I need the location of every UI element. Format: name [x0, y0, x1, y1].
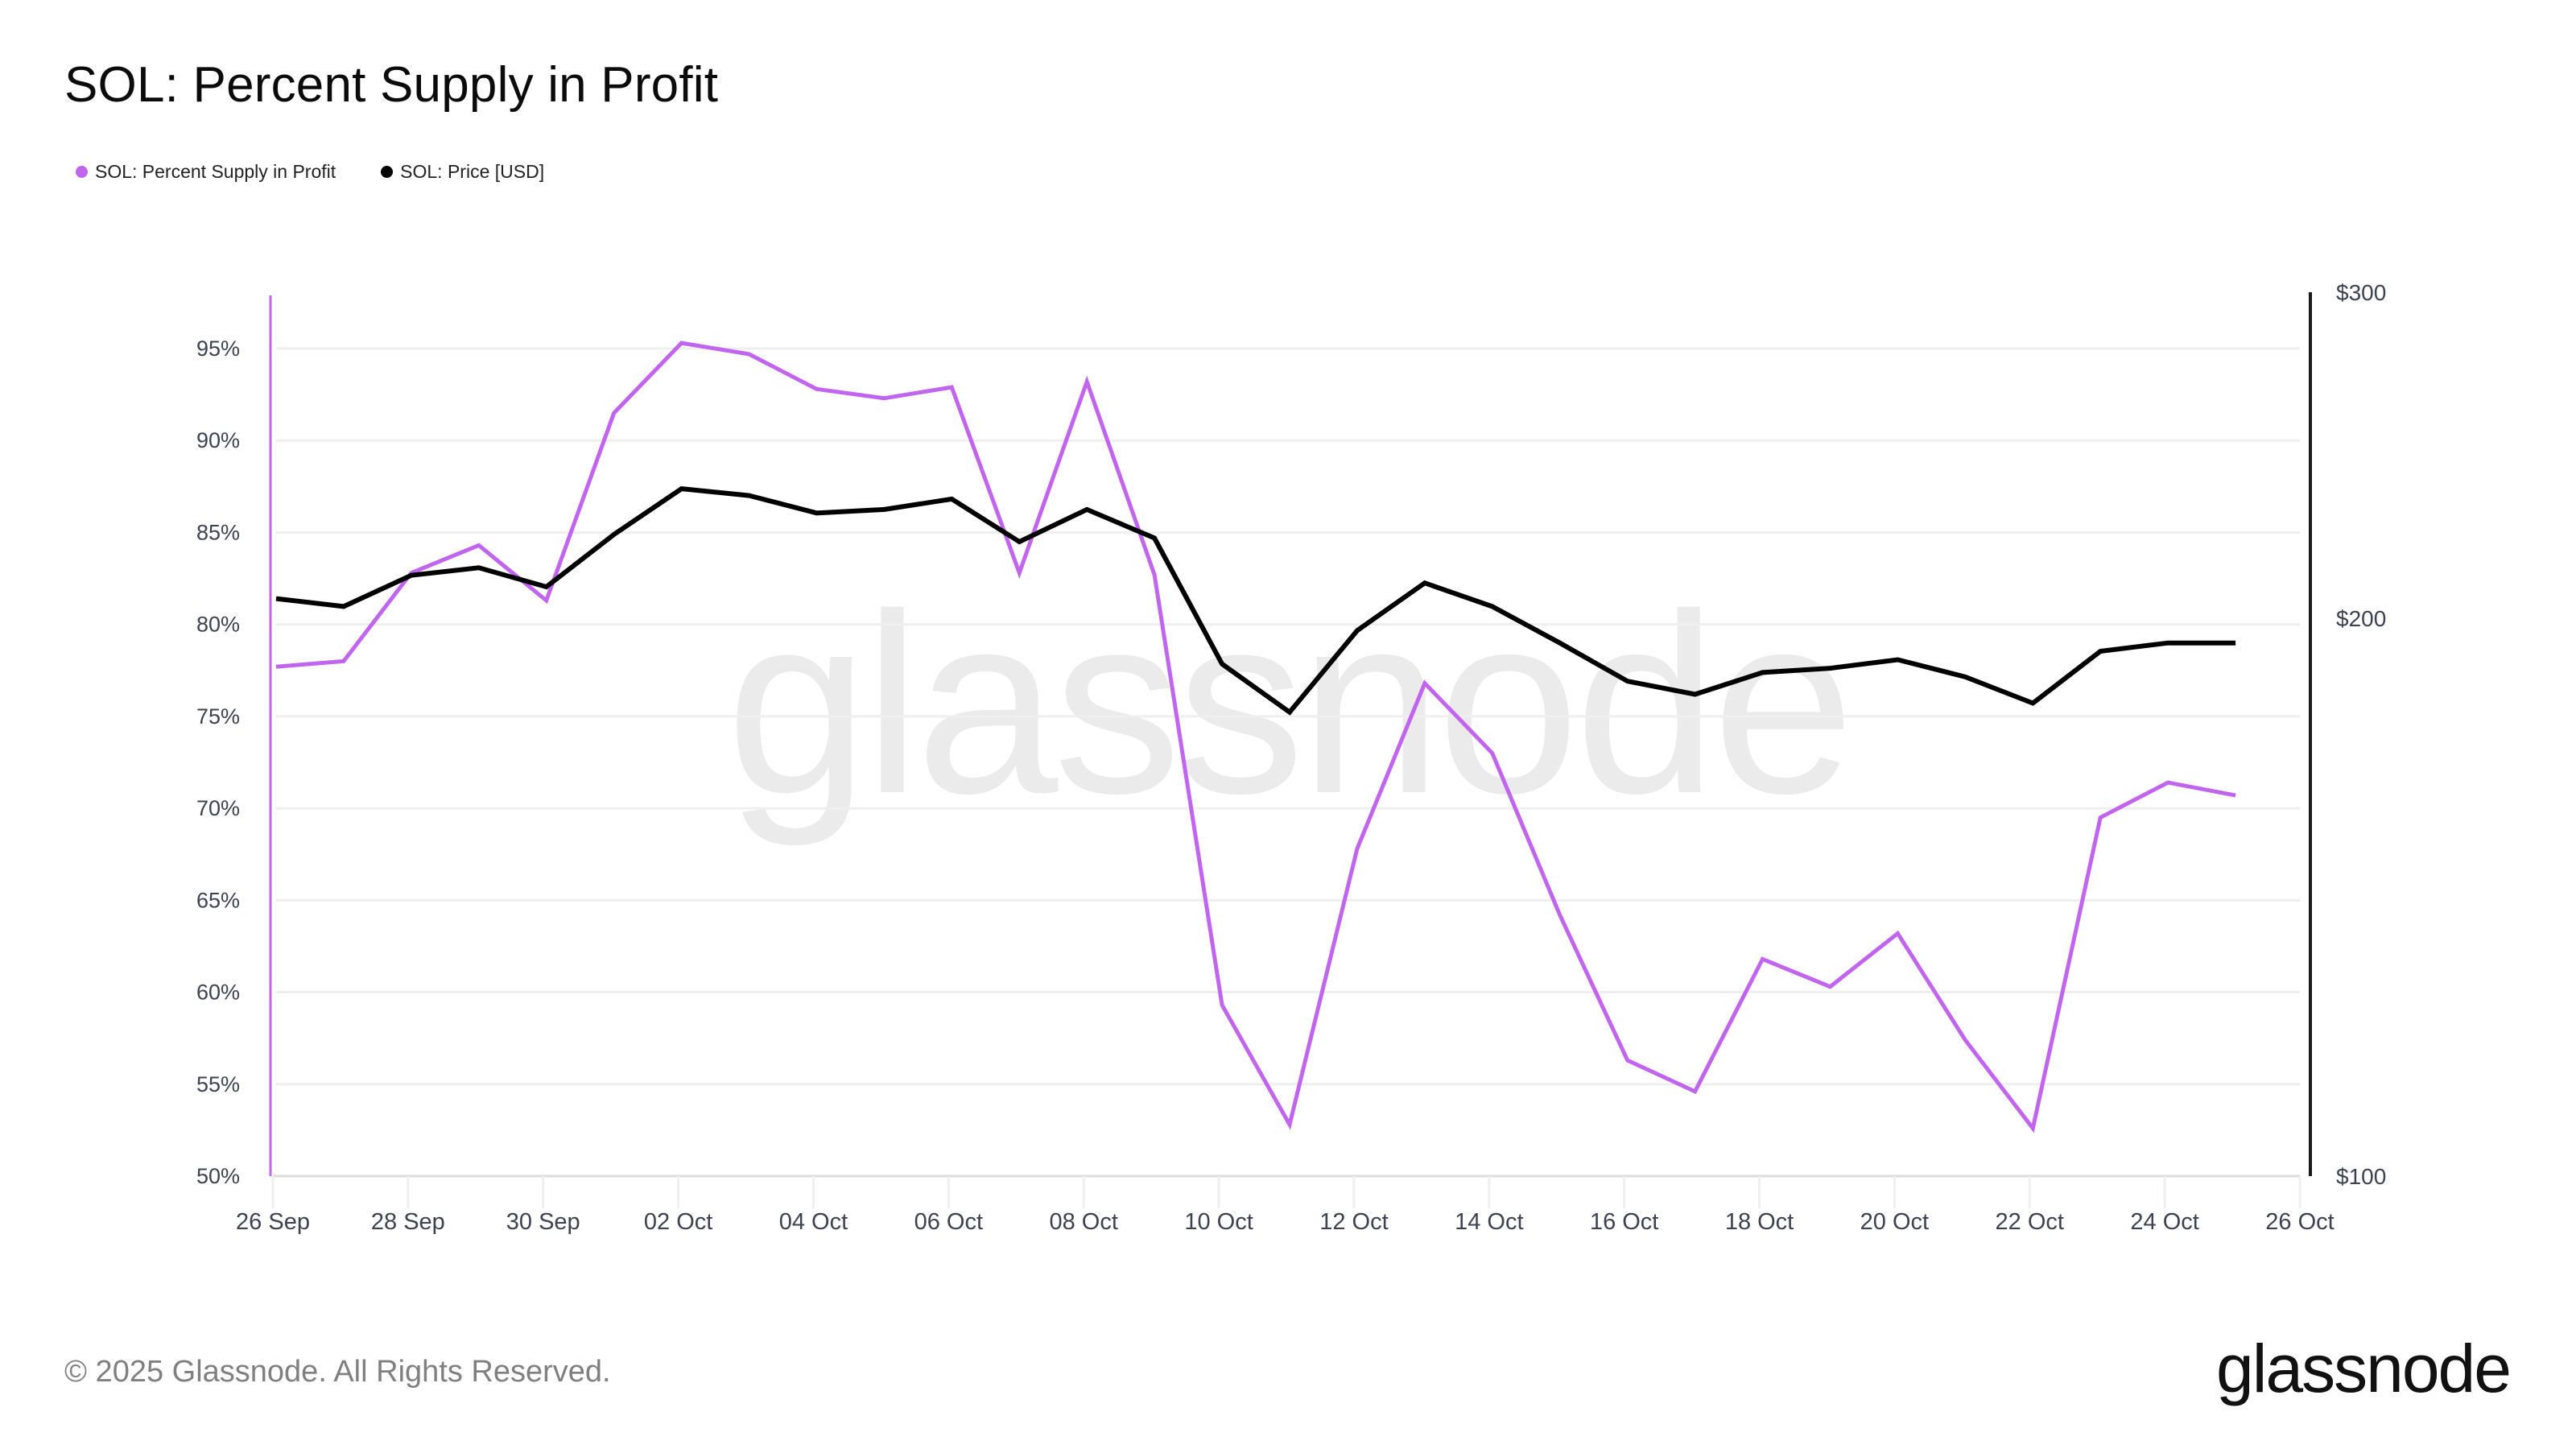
y-right-tick-label: $200: [2336, 606, 2386, 631]
y-right-tick-label: $300: [2336, 280, 2386, 305]
price-line: [275, 486, 2236, 716]
watermark: glassnode: [726, 561, 1850, 848]
y-right-tick-label: $100: [2336, 1164, 2386, 1189]
series-lines: [275, 341, 2236, 1133]
y-left-tick-label: 55%: [196, 1072, 240, 1096]
x-tick-label: 30 Sep: [506, 1209, 580, 1235]
y-left-tick-label: 90%: [196, 428, 240, 452]
legend-item-price[interactable]: SOL: Price [USD]: [381, 161, 544, 183]
y-left-tick-label: 95%: [196, 336, 240, 361]
y-axis-left: 50% 55% 60% 65% 70% 75% 80% 85% 90% 95%: [196, 295, 272, 1188]
legend-dot-icon: [381, 166, 394, 178]
glassnode-logo: glassnode: [2216, 1331, 2512, 1406]
x-tick-label: 26 Oct: [2265, 1209, 2334, 1235]
legend: SOL: Percent Supply in Profit SOL: Price…: [76, 161, 589, 183]
x-axis: 26 Sep 28 Sep 30 Sep 02 Oct 04 Oct 06 Oct 08 O…: [236, 1174, 2334, 1235]
x-tick-label: 28 Sep: [371, 1209, 445, 1235]
legend-dot-icon: [76, 166, 88, 178]
y-left-tick-label: 60%: [196, 980, 240, 1005]
x-tick-label: 02 Oct: [644, 1209, 712, 1235]
x-tick-label: 12 Oct: [1319, 1209, 1388, 1235]
y-left-tick-label: 50%: [196, 1164, 240, 1188]
gridlines: [276, 347, 2300, 1086]
x-tick-label: 18 Oct: [1725, 1209, 1794, 1235]
legend-label: SOL: Percent Supply in Profit: [95, 161, 336, 182]
legend-label: SOL: Price [USD]: [400, 161, 545, 182]
chart-title: SOL: Percent Supply in Profit: [64, 57, 719, 113]
supply-in-profit-line: [275, 341, 2236, 1133]
legend-item-supply-in-profit[interactable]: SOL: Percent Supply in Profit: [76, 161, 336, 183]
y-axis-right: $100 $200 $300: [2309, 280, 2386, 1189]
y-left-tick-label: 75%: [196, 704, 240, 729]
x-tick-label: 10 Oct: [1184, 1209, 1253, 1235]
y-left-tick-label: 65%: [196, 888, 240, 912]
y-left-tick-label: 70%: [196, 796, 240, 820]
x-tick-label: 26 Sep: [236, 1209, 310, 1235]
x-tick-label: 04 Oct: [779, 1209, 848, 1235]
copyright-text: © 2025 Glassnode. All Rights Reserved.: [64, 1355, 611, 1389]
y-left-tick-label: 80%: [196, 613, 240, 637]
x-tick-label: 24 Oct: [2130, 1209, 2198, 1235]
x-tick-label: 06 Oct: [914, 1209, 983, 1235]
y-left-tick-label: 85%: [196, 520, 240, 544]
x-tick-label: 08 Oct: [1049, 1209, 1117, 1235]
x-tick-label: 16 Oct: [1590, 1209, 1658, 1235]
x-tick-label: 20 Oct: [1860, 1209, 1929, 1235]
x-tick-label: 22 Oct: [1996, 1209, 2064, 1235]
x-tick-label: 14 Oct: [1455, 1209, 1523, 1235]
